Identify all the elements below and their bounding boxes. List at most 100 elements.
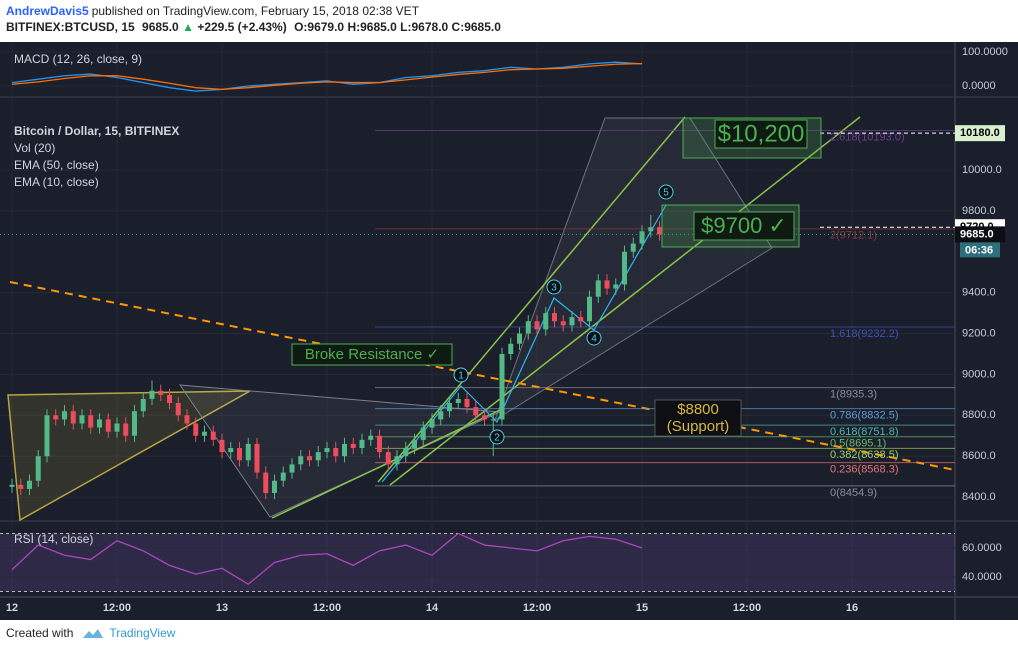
candle-body bbox=[35, 456, 41, 481]
y-tick-label: 40.0000 bbox=[962, 571, 1002, 583]
fib-label: 0.5(8695.1) bbox=[830, 438, 886, 450]
candle-body bbox=[79, 415, 85, 424]
candle-body bbox=[26, 480, 32, 489]
candle-body bbox=[595, 280, 601, 297]
support-label: (Support) bbox=[667, 418, 730, 435]
wave-marker bbox=[489, 429, 505, 445]
candle-body bbox=[263, 472, 269, 493]
candle-body bbox=[438, 411, 444, 420]
candle-body bbox=[114, 423, 120, 432]
author[interactable]: AndrewDavis5 bbox=[6, 4, 89, 18]
fib-label: 1.618(9232.2) bbox=[830, 328, 899, 340]
chart: 2.618(10193.0) 2(9712.1) 1.618(9232.2) 1(89… bbox=[0, 42, 1018, 620]
series-line bbox=[11, 62, 643, 91]
x-tick-label: 12:00 bbox=[313, 602, 341, 614]
support-label: $8800 bbox=[677, 401, 719, 418]
x-tick-label: 15 bbox=[636, 602, 648, 614]
ohlc-high: H:9685.0 bbox=[347, 20, 397, 34]
candle-body bbox=[131, 411, 137, 436]
brand[interactable]: TradingView bbox=[109, 626, 176, 640]
candle-body bbox=[70, 411, 76, 424]
fib-label: 2(9712.1) bbox=[830, 230, 877, 242]
countdown: 06:36 bbox=[965, 244, 993, 256]
target-label: $10,200 bbox=[718, 120, 805, 147]
y-tick-label: 9800.0 bbox=[962, 205, 996, 217]
candle-body bbox=[219, 439, 225, 453]
drawings bbox=[7, 116, 956, 522]
indicator-label: EMA (10, close) bbox=[14, 175, 99, 189]
candle-body bbox=[613, 284, 619, 289]
candle-body bbox=[280, 472, 286, 481]
panes: 2.618(10193.0) 2(9712.1) 1.618(9232.2) 1(89… bbox=[0, 61, 955, 586]
candle-body bbox=[639, 231, 645, 244]
candle-body bbox=[420, 427, 426, 440]
label-box bbox=[693, 211, 795, 241]
y-tick-label: 60.0000 bbox=[962, 542, 1002, 554]
candle-body bbox=[560, 321, 566, 326]
fib-label: 0(8454.9) bbox=[830, 487, 877, 499]
ohlc-close: C:9685.0 bbox=[451, 20, 501, 34]
label-box bbox=[291, 343, 453, 366]
y-tick-label: 9400.0 bbox=[962, 287, 996, 299]
annotations: $10,200 $9700 ✓ Broke Resistance ✓ $8800… bbox=[291, 117, 822, 437]
candle-body bbox=[44, 415, 50, 457]
candle-body bbox=[228, 448, 234, 453]
background bbox=[0, 42, 1018, 620]
pane-title: Bitcoin / Dollar, 15, BITFINEX bbox=[14, 124, 179, 138]
publish-line: AndrewDavis5 published on TradingView.com… bbox=[6, 3, 501, 19]
candle-body bbox=[201, 431, 207, 436]
candle-body bbox=[630, 243, 636, 252]
resistance-label: Broke Resistance ✓ bbox=[305, 346, 439, 363]
candle-body bbox=[298, 456, 304, 465]
candle-body bbox=[482, 415, 488, 420]
candle-body bbox=[210, 431, 216, 440]
indicator-label: Vol (20) bbox=[14, 141, 55, 155]
triangle bbox=[7, 390, 251, 522]
candle-body bbox=[368, 435, 374, 440]
x-tick-label: 12:00 bbox=[733, 602, 761, 614]
x-tick-label: 16 bbox=[846, 602, 858, 614]
candle-body bbox=[350, 443, 356, 449]
candle-body bbox=[394, 456, 400, 465]
candle-body bbox=[193, 423, 199, 436]
wave-label: 3 bbox=[551, 283, 557, 294]
label-box bbox=[654, 399, 742, 437]
candle-body bbox=[149, 390, 155, 399]
x-tick-label: 12:00 bbox=[103, 602, 131, 614]
ohlc-open: O:9679.0 bbox=[294, 20, 345, 34]
candle-body bbox=[569, 317, 575, 326]
candle-body bbox=[552, 313, 558, 322]
y-tick-label: 9000.0 bbox=[962, 368, 996, 380]
price-box bbox=[955, 125, 1005, 142]
arrow: ▲ bbox=[182, 20, 194, 34]
candle-body bbox=[53, 415, 59, 420]
wave-marker bbox=[546, 279, 562, 295]
series-line bbox=[11, 532, 643, 586]
fib-label: 0.618(8751.8) bbox=[830, 426, 899, 438]
candle-body bbox=[245, 443, 251, 461]
candle-body bbox=[254, 443, 260, 473]
price: 9685.0 bbox=[142, 20, 179, 34]
candle-body bbox=[622, 251, 628, 285]
ohlc-low: L:9678.0 bbox=[400, 20, 449, 34]
logo bbox=[83, 629, 104, 638]
fib-label: 2.618(10193.0) bbox=[830, 131, 905, 143]
candle-body bbox=[333, 448, 339, 457]
candle-body bbox=[88, 415, 94, 428]
wave-label: 5 bbox=[663, 188, 669, 199]
y-tick-label: 0.0000 bbox=[962, 80, 996, 92]
candle-body bbox=[96, 419, 102, 428]
x-tick-label: 12 bbox=[6, 602, 18, 614]
symbol: BITFINEX:BTCUSD, 15 bbox=[6, 20, 135, 34]
candle-body bbox=[490, 419, 496, 421]
candle-body bbox=[464, 398, 470, 408]
candle-body bbox=[61, 411, 67, 420]
candle-body bbox=[306, 456, 312, 461]
pane-title: RSI (14, close) bbox=[14, 532, 93, 546]
candle-body bbox=[508, 343, 514, 354]
change: +229.5 (+2.43%) bbox=[197, 20, 287, 34]
wave-label: 2 bbox=[494, 433, 500, 444]
candle-body bbox=[236, 448, 242, 461]
y-tick-label: 9200.0 bbox=[962, 327, 996, 339]
